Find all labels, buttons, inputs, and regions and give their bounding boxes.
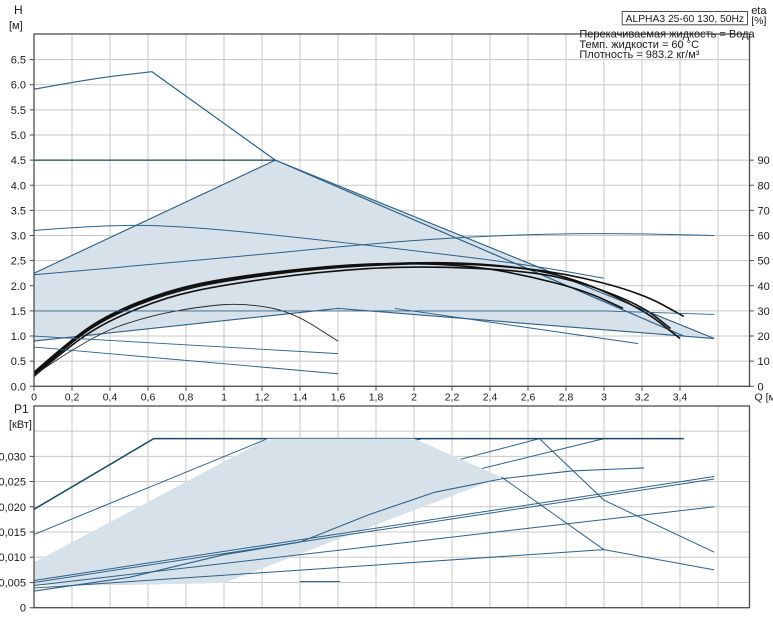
svg-text:0.0: 0.0 — [11, 381, 26, 393]
svg-text:5.5: 5.5 — [11, 105, 26, 117]
svg-text:[кВт]: [кВт] — [9, 419, 32, 431]
svg-text:40: 40 — [758, 281, 770, 293]
svg-text:0,2: 0,2 — [65, 391, 80, 403]
svg-text:2,8: 2,8 — [559, 391, 574, 403]
svg-text:0,025: 0,025 — [0, 477, 26, 489]
svg-text:0,005: 0,005 — [0, 577, 26, 589]
svg-text:6.5: 6.5 — [11, 55, 26, 67]
svg-text:2.0: 2.0 — [11, 281, 26, 293]
svg-text:3.5: 3.5 — [11, 205, 26, 217]
svg-text:4.0: 4.0 — [11, 180, 26, 192]
svg-text:[%]: [%] — [751, 15, 766, 27]
svg-text:1: 1 — [221, 391, 227, 403]
svg-text:1,8: 1,8 — [369, 391, 384, 403]
svg-text:0,4: 0,4 — [103, 391, 118, 403]
svg-text:0,020: 0,020 — [0, 502, 26, 514]
svg-text:3: 3 — [601, 391, 607, 403]
svg-text:30: 30 — [758, 306, 770, 318]
svg-text:6.0: 6.0 — [11, 80, 26, 92]
svg-text:0,8: 0,8 — [179, 391, 194, 403]
svg-text:H: H — [14, 3, 23, 17]
svg-text:0,015: 0,015 — [0, 527, 26, 539]
svg-text:50: 50 — [758, 256, 770, 268]
svg-text:1,4: 1,4 — [293, 391, 308, 403]
svg-text:4.5: 4.5 — [11, 155, 26, 167]
svg-text:0: 0 — [758, 381, 764, 393]
svg-text:0.5: 0.5 — [11, 356, 26, 368]
svg-text:P1: P1 — [14, 402, 29, 416]
svg-text:1,2: 1,2 — [255, 391, 270, 403]
svg-text:60: 60 — [758, 231, 770, 243]
svg-text:0: 0 — [31, 391, 37, 403]
svg-text:2,4: 2,4 — [483, 391, 498, 403]
svg-text:1.5: 1.5 — [11, 306, 26, 318]
svg-text:80: 80 — [758, 180, 770, 192]
svg-text:2,6: 2,6 — [521, 391, 536, 403]
svg-text:3,4: 3,4 — [673, 391, 688, 403]
svg-text:0,6: 0,6 — [141, 391, 156, 403]
svg-text:1.0: 1.0 — [11, 331, 26, 343]
svg-text:10: 10 — [758, 356, 770, 368]
svg-text:2: 2 — [411, 391, 417, 403]
svg-text:ALPHA3 25-60 130, 50Hz: ALPHA3 25-60 130, 50Hz — [626, 14, 745, 25]
svg-text:[м]: [м] — [9, 20, 23, 32]
svg-text:0,010: 0,010 — [0, 552, 26, 564]
svg-text:3.0: 3.0 — [11, 231, 26, 243]
svg-text:Плотность = 983.2 кг/м³: Плотность = 983.2 кг/м³ — [579, 49, 699, 61]
svg-text:90: 90 — [758, 155, 770, 167]
svg-text:3,2: 3,2 — [635, 391, 650, 403]
svg-text:0,030: 0,030 — [0, 451, 26, 463]
svg-text:1,6: 1,6 — [331, 391, 346, 403]
svg-text:2,2: 2,2 — [445, 391, 460, 403]
svg-text:70: 70 — [758, 205, 770, 217]
svg-text:2.5: 2.5 — [11, 256, 26, 268]
svg-text:5.0: 5.0 — [11, 130, 26, 142]
svg-text:0: 0 — [20, 603, 26, 615]
svg-text:20: 20 — [758, 331, 770, 343]
